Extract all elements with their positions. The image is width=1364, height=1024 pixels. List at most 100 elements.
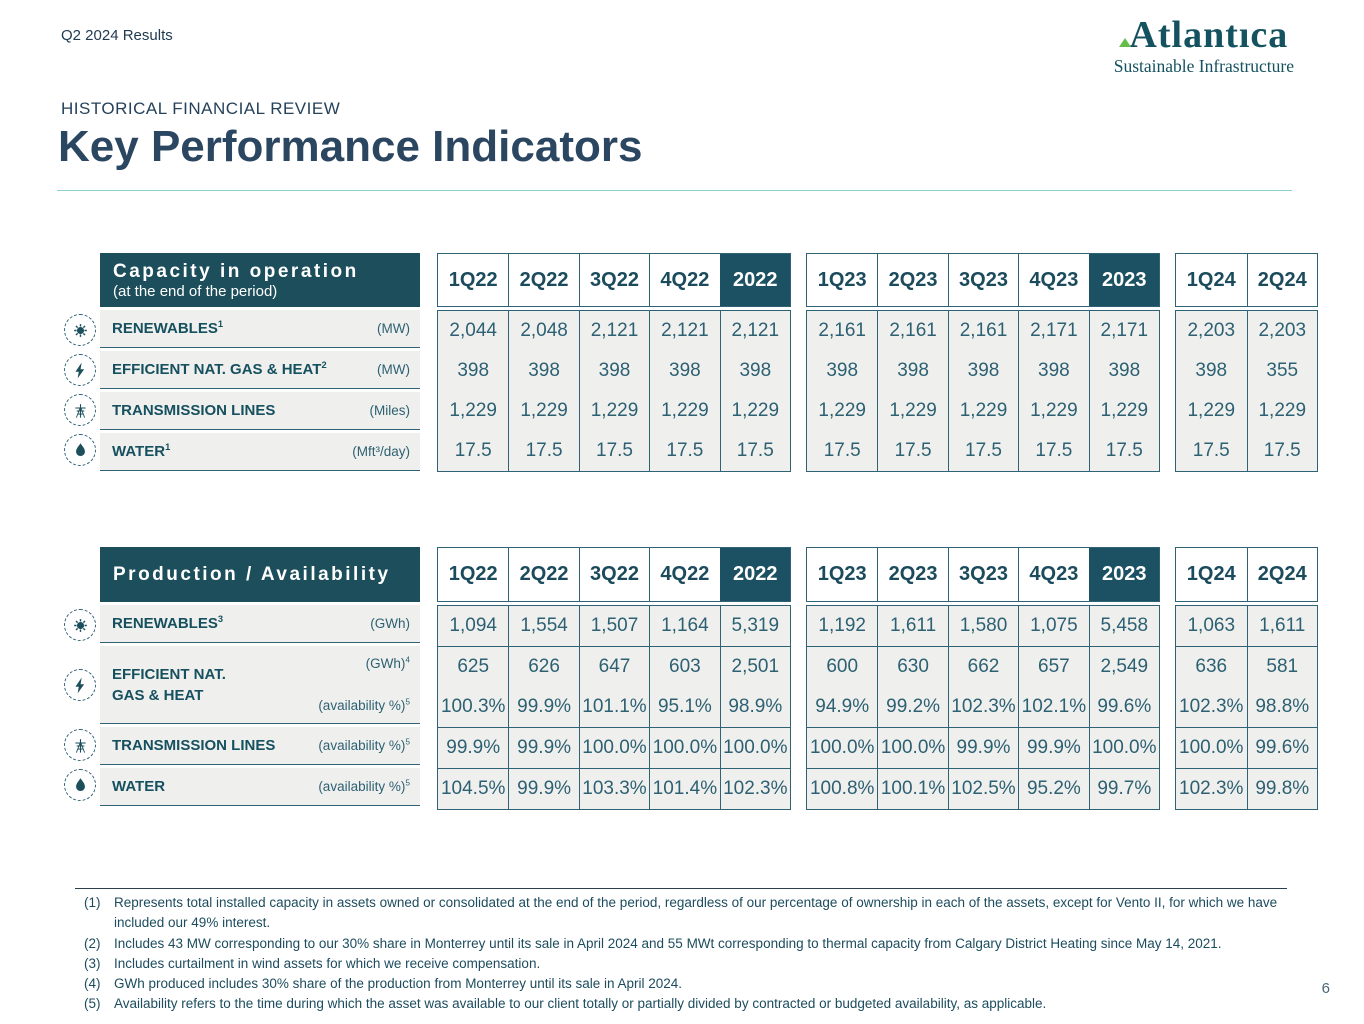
- table-cell: 398: [1018, 351, 1088, 391]
- table-row: 100.0% 99.6%: [1176, 727, 1317, 768]
- table-cell: 2,171: [1088, 311, 1159, 351]
- water-drop-icon: [64, 434, 96, 466]
- table-cell: 1,554: [508, 606, 578, 646]
- table-cell: 1,192: [818, 615, 866, 636]
- table-cell: 17.5: [454, 440, 492, 461]
- period-header-row: 1Q23 2Q23 3Q23 4Q23 2023: [806, 253, 1160, 307]
- table-cell: 17.5: [947, 431, 1018, 471]
- period-block: 1Q24 2Q24 1,063 1,611 636 581 102.3% 98.8% 100.0…: [1175, 547, 1318, 810]
- period-header-row: 1Q24 2Q24: [1175, 253, 1318, 307]
- table-line: 1,229 1,229 1,229 1,229 1,229: [807, 391, 1159, 431]
- production-data-blocks: 1Q22 2Q22 3Q22 4Q22 2022 1,094 1,554 1,507 1,164…: [437, 547, 1318, 810]
- table-cell: 95.1%: [649, 687, 719, 727]
- table-row: 99.9% 99.9% 100.0% 100.0% 100.0%: [438, 727, 790, 768]
- column-header: 1Q22: [438, 548, 509, 601]
- table-cell: 17.5: [578, 431, 649, 471]
- table-cell: 102.5%: [947, 769, 1018, 809]
- table-cell: 17.5: [649, 431, 719, 471]
- row-units: (Mft³/day): [352, 444, 410, 459]
- footnote-text: Represents total installed capacity in a…: [114, 895, 1278, 931]
- footnote: (1) Represents total installed capacity i…: [84, 893, 1279, 934]
- column-header: 2Q24: [1246, 548, 1317, 601]
- table-cell: 99.9%: [508, 687, 578, 727]
- table-cell: 17.5: [1192, 440, 1230, 461]
- table-line: 2,203 2,203: [1176, 311, 1317, 351]
- table-row: 2,044 2,048 2,121 2,121 2,121: [438, 311, 790, 351]
- table-cell: 2,121: [649, 311, 719, 351]
- row-label-text: EFFICIENT NAT. GAS & HEAT: [112, 665, 226, 704]
- icon-cell: [64, 605, 96, 645]
- period-header-row: 1Q24 2Q24: [1175, 547, 1318, 602]
- table-cell: 603: [649, 647, 719, 687]
- row-label-text: EFFICIENT NAT. GAS & HEAT2: [112, 360, 327, 378]
- table-cell: 1,075: [1018, 606, 1088, 646]
- capacity-title: Capacity in operation: [113, 260, 359, 282]
- period-header-row: 1Q23 2Q23 3Q23 4Q23 2023: [806, 547, 1160, 602]
- capacity-table: Capacity in operation (at the end of the…: [60, 253, 1318, 474]
- table-cell: 647: [578, 647, 649, 687]
- table-cell: 398: [578, 351, 649, 391]
- table-row: 1,192 1,611 1,580 1,075 5,458: [807, 606, 1159, 646]
- table-cell: 100.0%: [719, 728, 790, 768]
- production-table: Production / Availability RENEWABLES3 (GW…: [60, 547, 1318, 810]
- footnote-number: (3): [84, 955, 101, 971]
- table-row: 17.5 17.5 17.5 17.5 17.5: [807, 431, 1159, 471]
- table-cell: 102.3%: [1179, 696, 1244, 717]
- row-unit: (MW): [377, 321, 410, 336]
- row-unit: (MW): [377, 362, 410, 377]
- period-block: 1Q22 2Q22 3Q22 4Q22 2022 2,044 2,048 2,121 2,121…: [437, 253, 791, 474]
- data-grid: 1,063 1,611 636 581 102.3% 98.8% 100.0% 99.6% 10…: [1175, 605, 1318, 810]
- table-cell: 1,229: [578, 391, 649, 431]
- footnotes: (1) Represents total installed capacity i…: [84, 893, 1279, 1015]
- table-cell: 99.9%: [947, 728, 1018, 768]
- row-label: TRANSMISSION LINES (Miles): [100, 392, 420, 430]
- table-cell: 104.5%: [440, 778, 506, 799]
- table-cell: 99.9%: [508, 728, 578, 768]
- row-label: RENEWABLES3 (GWh): [100, 605, 420, 643]
- table-row: 625 626 647 603 2,501 100.3% 99.9% 101.1% 95.1% 9…: [438, 646, 790, 727]
- row-label-text: WATER1: [112, 442, 171, 460]
- table-cell: 1,229: [449, 400, 497, 421]
- row-unit: (Miles): [369, 403, 411, 418]
- table-cell: 1,063: [1187, 615, 1236, 636]
- table-cell: 398: [877, 351, 947, 391]
- table-line: 102.3% 98.8%: [1176, 687, 1317, 727]
- column-header: 4Q22: [649, 548, 720, 601]
- table-line: 1,192 1,611 1,580 1,075 5,458: [807, 606, 1159, 646]
- table-cell: 398: [826, 360, 859, 381]
- table-cell: 2,048: [508, 311, 578, 351]
- footnote-text: GWh produced includes 30% share of the p…: [114, 976, 683, 991]
- row-label: WATER (availability %)5: [100, 768, 420, 806]
- period-block: 1Q24 2Q24 2,203 2,203 398 355 1,229 1,229 17.5 17…: [1175, 253, 1318, 474]
- table-row: 1,063 1,611: [1176, 606, 1317, 646]
- table-cell: 2,203: [1246, 311, 1318, 351]
- logo-triangle-icon: [1119, 38, 1132, 47]
- period-block: 1Q23 2Q23 3Q23 4Q23 2023 2,161 2,161 2,161 2,171…: [806, 253, 1160, 474]
- table-row: 104.5% 99.9% 103.3% 101.4% 102.3%: [438, 768, 790, 809]
- table-cell: 98.8%: [1246, 687, 1318, 727]
- table-row: 2,203 2,203: [1176, 311, 1317, 351]
- table-cell: 398: [1088, 351, 1159, 391]
- table-cell: 99.6%: [1088, 687, 1159, 727]
- table-cell: 1,229: [1246, 391, 1318, 431]
- header-spacer: [80, 547, 81, 605]
- table-cell: 2,044: [449, 320, 497, 341]
- table-cell: 1,611: [877, 606, 947, 646]
- capacity-icon-column: [60, 253, 100, 474]
- water-drop-icon: [64, 769, 96, 801]
- column-header: 2Q23: [877, 548, 948, 601]
- table-cell: 2,161: [947, 311, 1018, 351]
- table-row: 1,229 1,229: [1176, 391, 1317, 431]
- table-cell: 1,611: [1246, 606, 1318, 646]
- row-unit: (availability %)5: [318, 736, 410, 753]
- transmission-tower-icon: [64, 729, 96, 761]
- data-grid: 2,161 2,161 2,161 2,171 2,171 398 398 398 398 398…: [806, 310, 1160, 472]
- production-title: Production / Availability: [113, 563, 391, 585]
- table-cell: 2,171: [1018, 311, 1088, 351]
- renewables-sun-icon: [64, 609, 96, 641]
- row-units: (GWh)4 (availability %)5: [318, 646, 410, 723]
- table-line: 600 630 662 657 2,549: [807, 647, 1159, 687]
- column-header: 4Q23: [1018, 254, 1089, 306]
- table-cell: 1,229: [877, 391, 947, 431]
- table-line: 2,044 2,048 2,121 2,121 2,121: [438, 311, 790, 351]
